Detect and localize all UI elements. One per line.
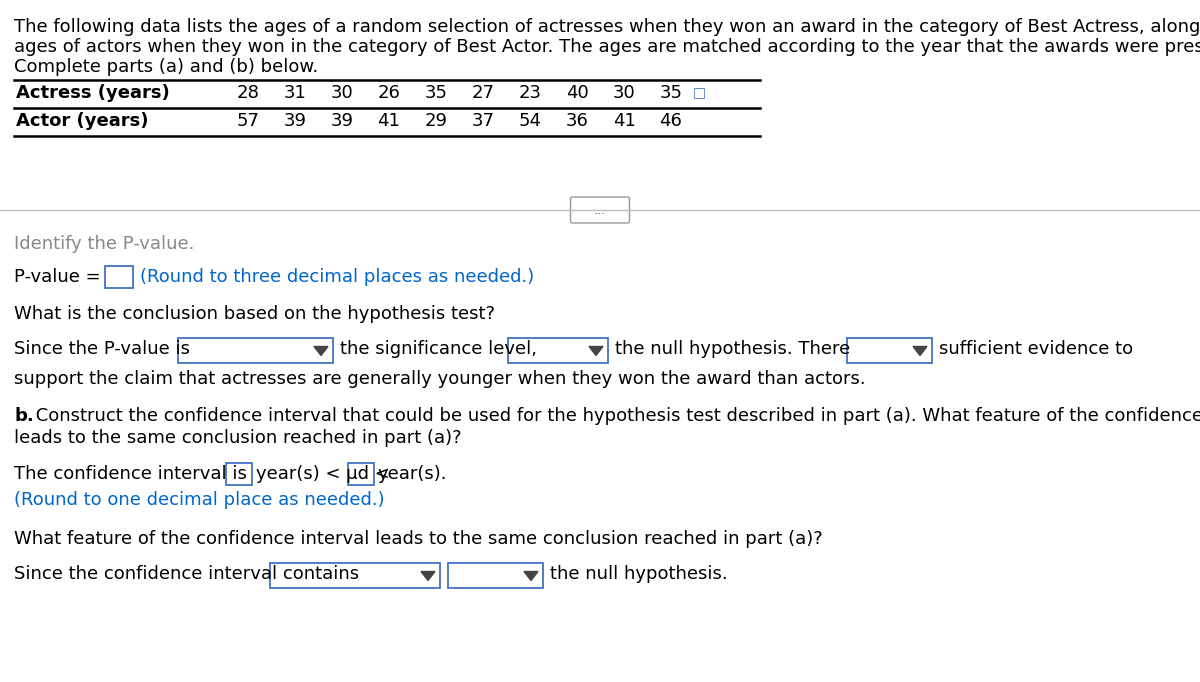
Bar	[348, 463, 374, 485]
Text: (Round to three decimal places as needed.): (Round to three decimal places as needed…	[140, 268, 534, 286]
Text: Actress (years): Actress (years)	[16, 84, 169, 102]
Text: 26: 26	[378, 84, 401, 102]
Text: 41: 41	[378, 112, 401, 130]
Polygon shape	[524, 572, 538, 580]
Text: year(s) < μd <: year(s) < μd <	[256, 465, 390, 483]
Text: 30: 30	[613, 84, 635, 102]
Text: b.: b.	[14, 407, 34, 425]
Text: 28: 28	[236, 84, 259, 102]
Text: What is the conclusion based on the hypothesis test?: What is the conclusion based on the hypo…	[14, 305, 496, 323]
Polygon shape	[589, 346, 604, 355]
Bar	[270, 563, 440, 588]
Text: 23: 23	[518, 84, 541, 102]
Text: 31: 31	[283, 84, 306, 102]
Text: 36: 36	[565, 112, 588, 130]
Text: Construct the confidence interval that could be used for the hypothesis test des: Construct the confidence interval that c…	[30, 407, 1200, 425]
Text: the significance level,: the significance level,	[340, 340, 538, 358]
FancyBboxPatch shape	[570, 197, 630, 223]
Text: 46: 46	[660, 112, 683, 130]
Text: The following data lists the ages of a random selection of actresses when they w: The following data lists the ages of a r…	[14, 18, 1200, 36]
Text: 39: 39	[283, 112, 306, 130]
Polygon shape	[314, 346, 328, 355]
Text: ...: ...	[594, 203, 606, 216]
Text: leads to the same conclusion reached in part (a)?: leads to the same conclusion reached in …	[14, 429, 462, 447]
Text: The confidence interval is: The confidence interval is	[14, 465, 247, 483]
Text: 57: 57	[236, 112, 259, 130]
Text: 40: 40	[565, 84, 588, 102]
Bar	[106, 266, 133, 288]
Text: Since the P-value is: Since the P-value is	[14, 340, 190, 358]
Text: What feature of the confidence interval leads to the same conclusion reached in : What feature of the confidence interval …	[14, 530, 823, 548]
Text: □: □	[694, 85, 706, 99]
Bar	[226, 463, 252, 485]
Text: the null hypothesis.: the null hypothesis.	[550, 565, 727, 583]
Bar	[847, 338, 932, 363]
Text: Actor (years): Actor (years)	[16, 112, 149, 130]
Text: 27: 27	[472, 84, 494, 102]
Polygon shape	[913, 346, 928, 355]
Text: 35: 35	[425, 84, 448, 102]
Bar	[508, 338, 608, 363]
Bar	[178, 338, 334, 363]
Text: Complete parts (a) and (b) below.: Complete parts (a) and (b) below.	[14, 58, 318, 76]
Text: sufficient evidence to: sufficient evidence to	[940, 340, 1133, 358]
Text: 29: 29	[425, 112, 448, 130]
Text: 37: 37	[472, 112, 494, 130]
Bar	[448, 563, 542, 588]
Polygon shape	[421, 572, 436, 580]
Text: support the claim that actresses are generally younger when they won the award t: support the claim that actresses are gen…	[14, 370, 865, 388]
Text: year(s).: year(s).	[378, 465, 448, 483]
Text: (Round to one decimal place as needed.): (Round to one decimal place as needed.)	[14, 491, 385, 509]
Text: Identify the P-value.: Identify the P-value.	[14, 235, 194, 253]
Text: P-value =: P-value =	[14, 268, 101, 286]
Text: 41: 41	[612, 112, 636, 130]
Text: the null hypothesis. There: the null hypothesis. There	[616, 340, 851, 358]
Text: 39: 39	[330, 112, 354, 130]
Text: 54: 54	[518, 112, 541, 130]
Text: 35: 35	[660, 84, 683, 102]
Text: ages of actors when they won in the category of Best Actor. The ages are matched: ages of actors when they won in the cate…	[14, 38, 1200, 56]
Text: 30: 30	[331, 84, 353, 102]
Text: Since the confidence interval contains: Since the confidence interval contains	[14, 565, 359, 583]
